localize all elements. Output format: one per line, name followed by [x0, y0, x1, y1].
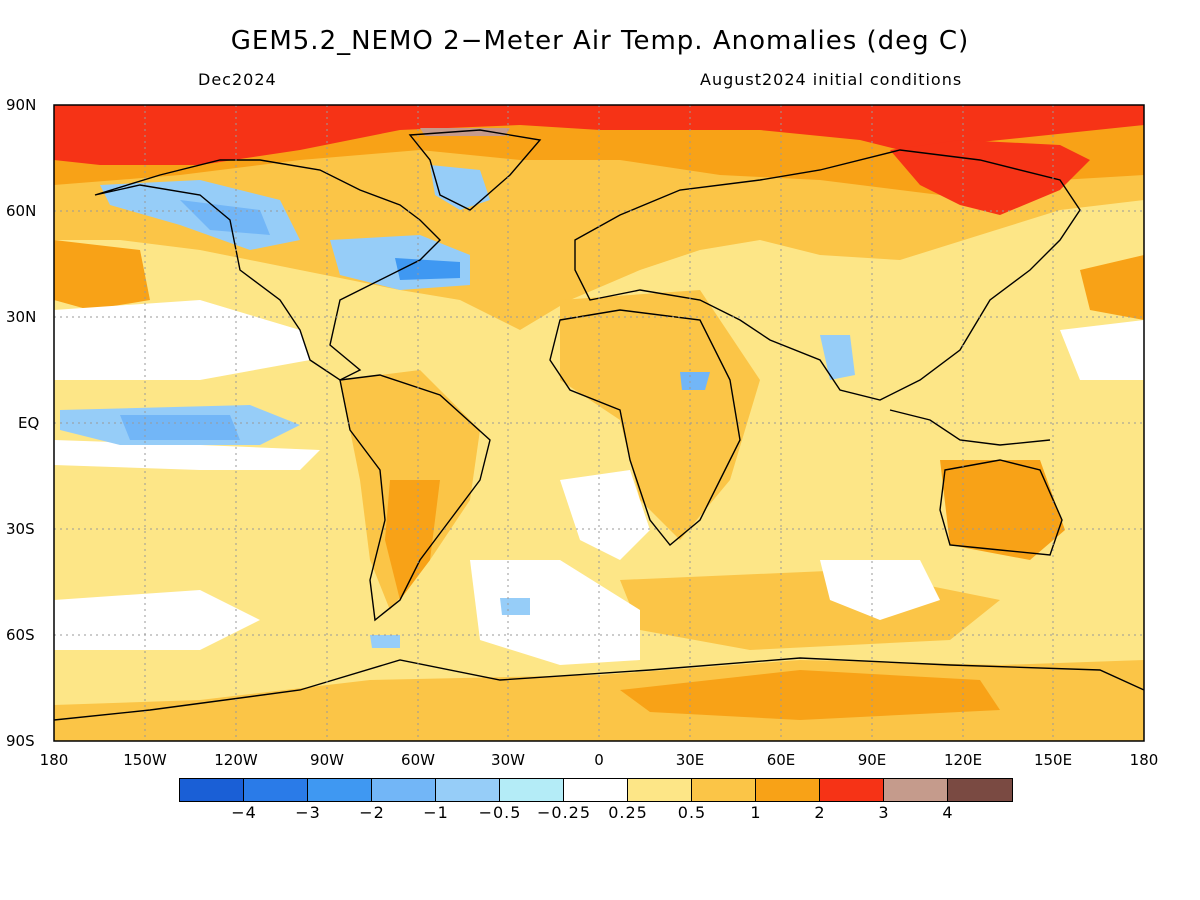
colorbar-swatch-4	[436, 779, 500, 801]
colorbar-swatch-2	[308, 779, 372, 801]
lon-label-30e: 30E	[675, 751, 705, 769]
warmer-north-pacific	[54, 240, 150, 310]
lon-label-150e: 150E	[1033, 751, 1073, 769]
colorbar-swatch-5	[500, 779, 564, 801]
cooler-equatorial-pacific	[120, 415, 240, 440]
lat-label-30s: 30S	[6, 520, 35, 538]
colorbar-tick-label: 3	[878, 803, 890, 822]
neutral-benguela	[560, 470, 650, 560]
hot-arctic-band	[54, 105, 1144, 165]
lon-label-180e: 180	[1129, 751, 1159, 769]
colorbar	[179, 778, 1013, 802]
cool-greenland	[430, 165, 490, 210]
coolest-east-us	[395, 258, 460, 280]
colorbar-tick-label: −1	[423, 803, 449, 822]
lon-label-180w: 180	[39, 751, 69, 769]
cooler-canada	[180, 200, 270, 235]
lon-label-0: 0	[594, 751, 604, 769]
colorbar-tick-label: −0.25	[536, 803, 592, 822]
lon-label-120e: 120E	[943, 751, 983, 769]
colorbar-tick-label: 4	[942, 803, 954, 822]
warm-africa	[560, 290, 760, 540]
coastlines	[54, 129, 1144, 721]
colorbar-swatch-6	[564, 779, 628, 801]
warmer-patagonia	[385, 480, 440, 600]
colorbar-tick-label: 0.25	[608, 803, 648, 822]
forecast-month: Dec2024	[198, 70, 277, 89]
lon-label-90w: 90W	[310, 751, 344, 769]
warmer-australia	[940, 460, 1065, 560]
colorbar-tick-label: 2	[814, 803, 826, 822]
colorbar-swatch-10	[820, 779, 884, 801]
neutral-nw-pacific	[1060, 320, 1144, 380]
neutral-south-atlantic	[470, 560, 640, 665]
lon-label-60e: 60E	[766, 751, 796, 769]
lat-label-eq: EQ	[18, 414, 40, 432]
colorbar-tick-label: 1	[750, 803, 762, 822]
anomaly-field	[54, 105, 1144, 741]
extreme-greenland	[420, 128, 510, 136]
colorbar-tick-label: −2	[359, 803, 385, 822]
map-title: GEM5.2_NEMO 2−Meter Air Temp. Anomalies …	[230, 26, 970, 56]
colorbar-swatch-9	[756, 779, 820, 801]
initial-conditions-label: August2024 initial conditions	[700, 70, 963, 89]
graticule	[54, 105, 1144, 741]
cool-india	[820, 335, 855, 380]
warmer-antarctic	[620, 670, 1000, 720]
neutral-indian-ocean	[820, 560, 940, 620]
neutral-south-pacific	[54, 590, 260, 650]
colorbar-tick-label: −4	[231, 803, 257, 822]
hot-siberia	[890, 140, 1090, 215]
neutral-pacific	[54, 300, 310, 380]
lon-label-60w: 60W	[401, 751, 435, 769]
colorbar-swatch-12	[948, 779, 1012, 801]
cooler-east-africa	[680, 372, 710, 390]
map-frame	[53, 104, 1145, 742]
colorbar-swatch-7	[628, 779, 692, 801]
lon-label-90e: 90E	[857, 751, 887, 769]
colorbar-swatch-8	[692, 779, 756, 801]
lon-label-150w: 150W	[123, 751, 167, 769]
lat-label-90n: 90N	[6, 96, 37, 114]
lat-label-60n: 60N	[6, 202, 37, 220]
colorbar-tick-label: −0.5	[478, 803, 522, 822]
lat-label-30n: 30N	[6, 308, 37, 326]
colorbar-swatch-11	[884, 779, 948, 801]
neutral-equatorial	[54, 440, 320, 470]
lon-label-30w: 30W	[491, 751, 525, 769]
cool-drake	[370, 635, 400, 648]
colorbar-tick-label: 0.5	[677, 803, 707, 822]
colorbar-swatch-1	[244, 779, 308, 801]
colorbar-tick-label: −3	[295, 803, 321, 822]
lat-label-90s: 90S	[6, 732, 35, 750]
warmer-west-pacific	[1080, 255, 1144, 320]
cool-south-atlantic	[500, 598, 530, 615]
colorbar-swatch-3	[372, 779, 436, 801]
colorbar-swatch-0	[180, 779, 244, 801]
lat-label-60s: 60S	[6, 626, 35, 644]
lon-label-120w: 120W	[214, 751, 258, 769]
